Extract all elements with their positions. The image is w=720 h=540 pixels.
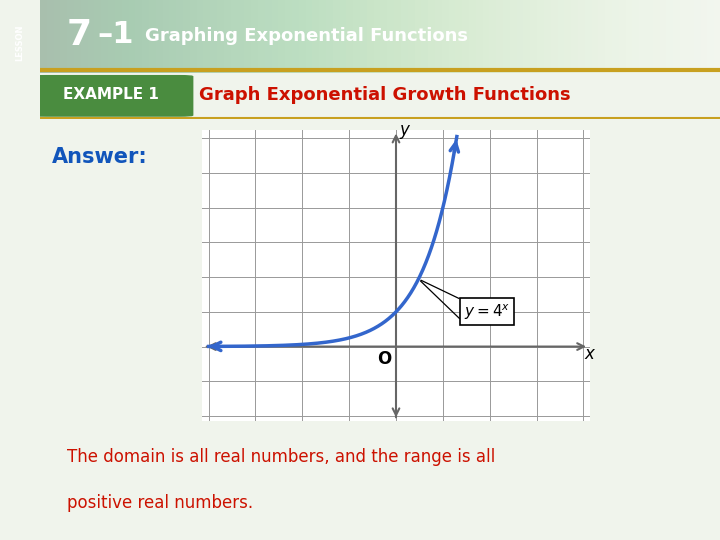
Text: 7: 7 bbox=[67, 18, 92, 52]
Text: The domain is all real numbers, and the range is all: The domain is all real numbers, and the … bbox=[67, 449, 495, 467]
Text: Graphing Exponential Functions: Graphing Exponential Functions bbox=[145, 28, 468, 45]
Text: $y = 4^{x}$: $y = 4^{x}$ bbox=[464, 302, 510, 322]
Text: y: y bbox=[400, 121, 410, 139]
Text: positive real numbers.: positive real numbers. bbox=[67, 494, 253, 512]
Text: Graph Exponential Growth Functions: Graph Exponential Growth Functions bbox=[199, 86, 571, 104]
Text: O: O bbox=[377, 350, 392, 368]
FancyBboxPatch shape bbox=[33, 76, 193, 116]
Text: –1: –1 bbox=[97, 21, 134, 50]
Text: EXAMPLE 1: EXAMPLE 1 bbox=[63, 87, 159, 103]
Text: Answer:: Answer: bbox=[53, 147, 148, 167]
Text: x: x bbox=[585, 345, 595, 363]
Text: LESSON: LESSON bbox=[15, 25, 24, 62]
